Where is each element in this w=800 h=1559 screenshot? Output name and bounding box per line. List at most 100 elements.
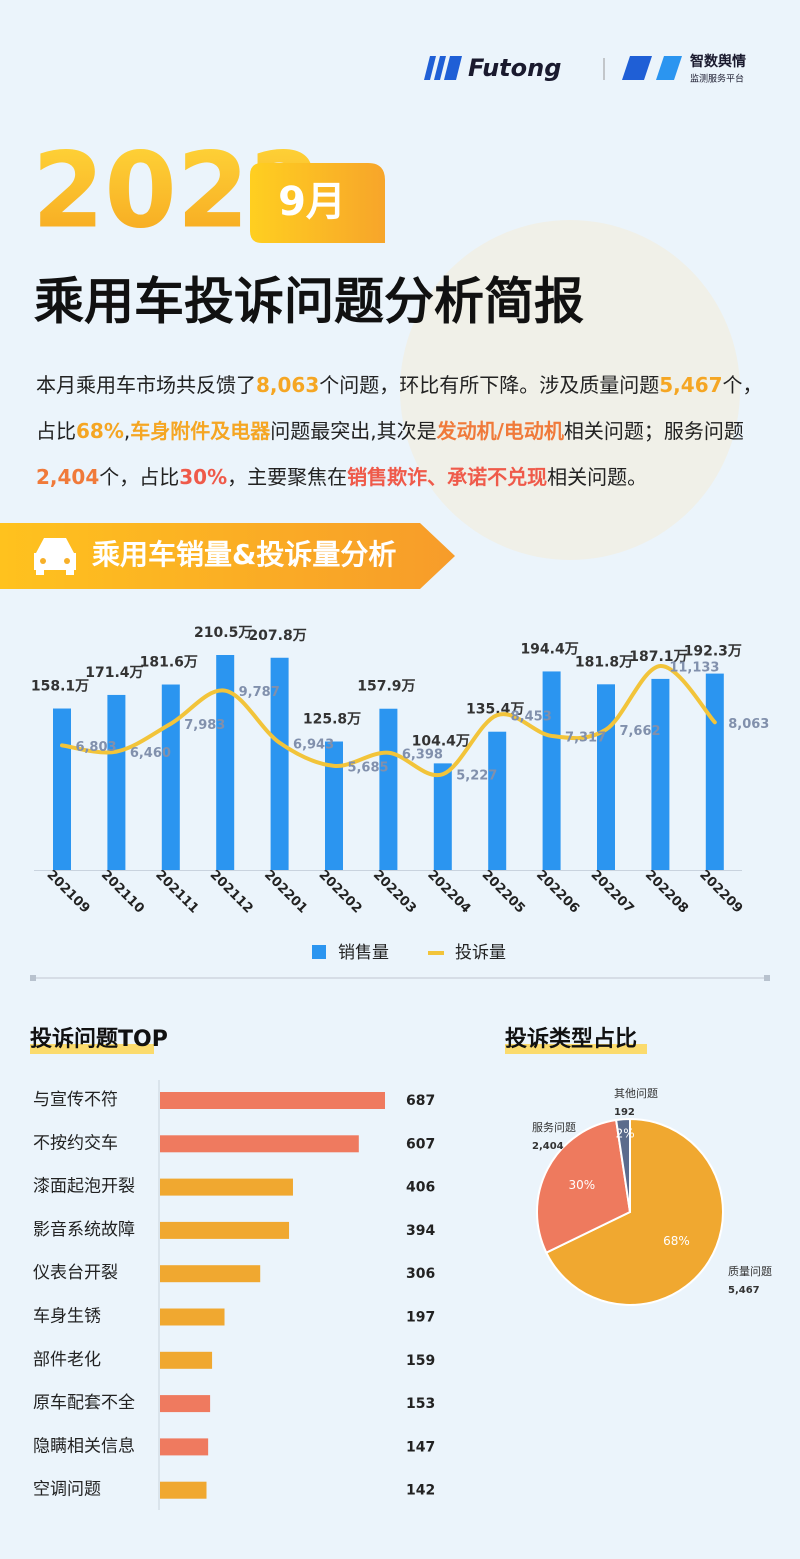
x-tick-label: 202202	[316, 868, 365, 917]
pie-slice	[614, 1117, 631, 1213]
line-value-label: 8,063	[728, 717, 769, 732]
value-label: 142	[406, 1483, 435, 1499]
summary-highlight: 5,467	[659, 373, 723, 397]
summary-highlight: 车身附件及电器	[130, 419, 271, 443]
summary-text: 个，占比	[36, 373, 763, 443]
divider-dot	[764, 975, 770, 981]
value-label: 687	[406, 1093, 435, 1109]
x-tick-label: 202203	[370, 868, 419, 917]
value-label: 153	[406, 1396, 435, 1412]
chart-title: 投诉类型占比	[505, 1026, 637, 1052]
x-tick-label: 202207	[588, 868, 637, 917]
title-highlight	[30, 1044, 154, 1054]
brand-name: Futong	[468, 54, 561, 82]
bar	[160, 1395, 211, 1413]
category-label: 仪表台开裂	[33, 1263, 118, 1283]
chart-title: 投诉问题TOP	[30, 1026, 168, 1052]
x-tick-label: 202205	[479, 868, 528, 917]
line-value-label: 11,133	[669, 661, 719, 676]
x-tick-label: 202201	[261, 868, 310, 917]
percent-label: 68%	[663, 1234, 690, 1248]
pie-slice	[536, 1118, 632, 1254]
line-value-label: 7,983	[184, 718, 225, 733]
category-label: 不按约交车	[33, 1133, 118, 1153]
category-label: 空调问题	[33, 1480, 101, 1500]
car-icon	[34, 538, 76, 575]
bar	[597, 684, 615, 870]
value-label: 607	[406, 1136, 435, 1152]
line-value-label: 6,943	[293, 737, 334, 752]
x-tick-label: 202112	[207, 868, 256, 917]
bar-value-label: 171.4万	[85, 665, 143, 681]
category-label: 影音系统故障	[33, 1220, 135, 1240]
summary-text: 个，占比	[99, 465, 180, 489]
brand-logo	[424, 56, 462, 80]
bar	[379, 708, 398, 870]
summary-highlight: 2,404	[36, 465, 100, 489]
bar-value-label: 181.6万	[140, 655, 198, 671]
value-label: 159	[406, 1353, 435, 1369]
pie-slice	[545, 1117, 724, 1306]
summary-highlight: 8,063	[256, 373, 320, 397]
platform-sub: 监测服务平台	[690, 73, 744, 85]
bar	[488, 731, 507, 870]
x-tick-label: 202110	[98, 868, 147, 917]
x-tick-label: 202204	[424, 868, 473, 917]
bar	[216, 655, 235, 870]
line-value-label: 8,453	[511, 710, 552, 725]
bar	[270, 657, 289, 870]
main-title: 乘用车投诉问题分析简报	[34, 273, 584, 331]
section-banner	[0, 523, 455, 589]
line-value-label: 9,787	[239, 685, 280, 700]
bar-value-label: 192.3万	[684, 644, 742, 660]
bar-value-label: 181.8万	[575, 654, 633, 670]
summary-highlight: 68%	[76, 419, 124, 443]
category-label: 部件老化	[33, 1350, 101, 1370]
bar	[705, 673, 724, 870]
summary-highlight: 销售欺诈、承诺不兑现	[347, 465, 548, 489]
bar	[160, 1265, 261, 1283]
line-value-label: 7,317	[565, 730, 606, 745]
line	[60, 664, 717, 778]
bar	[107, 694, 126, 870]
value-label: 394	[406, 1223, 435, 1239]
bar-value-label: 194.4万	[520, 641, 578, 657]
bar-value-label: 157.9万	[357, 679, 415, 695]
bar	[161, 684, 180, 870]
bar	[160, 1438, 209, 1456]
category-label: 车身生锈	[33, 1307, 101, 1327]
x-tick-label: 202206	[533, 868, 582, 917]
category-label: 漆面起泡开裂	[33, 1177, 135, 1197]
line-value-label: 6,398	[402, 747, 443, 762]
x-tick-label: 202209	[696, 868, 745, 917]
month-badge	[250, 163, 385, 243]
section-title: 乘用车销量&投诉量分析	[92, 538, 396, 571]
summary-text: 问题最突出,其次是	[270, 419, 437, 443]
x-tick-label: 202111	[152, 868, 201, 917]
category-label: 原车配套不全	[33, 1393, 135, 1413]
value-label: 197	[406, 1310, 435, 1326]
summary-text: 本月乘用车市场共反馈了	[36, 373, 256, 397]
month: 9月	[278, 179, 346, 225]
platform-logo	[622, 56, 682, 80]
summary-text: ,	[123, 419, 131, 443]
category-label: 隐瞒相关信息	[33, 1436, 135, 1456]
title-highlight	[505, 1044, 647, 1054]
category-label: 服务问题	[532, 1121, 576, 1134]
percent-label: 2%	[616, 1127, 635, 1141]
bar	[542, 671, 561, 870]
bar-value-label: 125.8万	[303, 712, 361, 728]
bar	[160, 1221, 290, 1239]
x-tick-label: 202109	[44, 868, 93, 917]
category-label: 与宣传不符	[33, 1090, 118, 1110]
summary-highlight: 30%	[179, 465, 228, 489]
value-label: 5,467	[728, 1285, 760, 1296]
category-label: 其他问题	[614, 1087, 658, 1100]
divider-dot	[30, 975, 36, 981]
percent-label: 30%	[568, 1178, 595, 1192]
bar-value-label: 104.4万	[412, 733, 470, 749]
bar	[160, 1092, 385, 1109]
bar	[53, 708, 71, 870]
